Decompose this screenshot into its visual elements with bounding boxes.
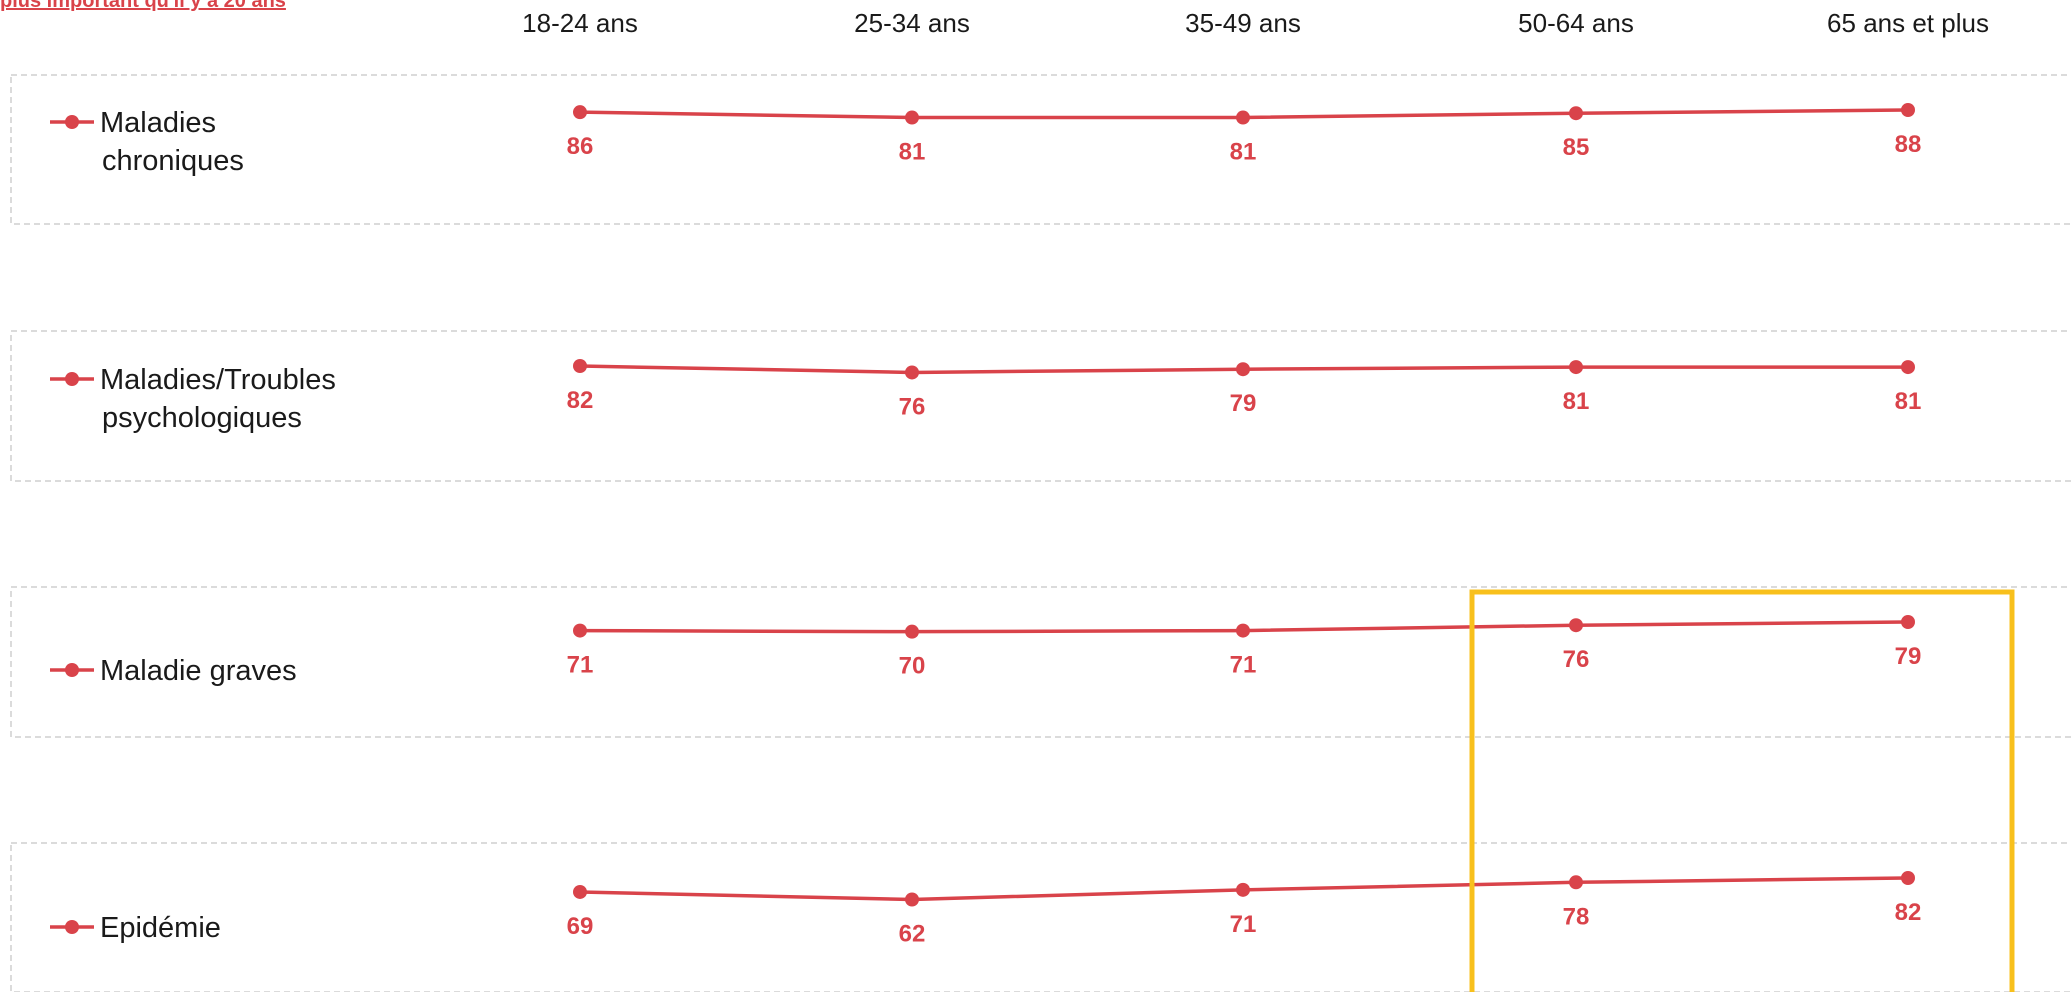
legend-label: Maladies <box>100 107 216 139</box>
legend-marker-icon <box>65 663 79 677</box>
data-label: 79 <box>1895 643 1922 670</box>
data-label: 81 <box>1895 388 1922 415</box>
header-link[interactable]: plus important qu'il y a 20 ans <box>0 0 286 12</box>
data-label: 81 <box>1563 388 1590 415</box>
data-label: 82 <box>1895 899 1922 926</box>
data-label: 78 <box>1563 903 1590 930</box>
category-label: 25-34 ans <box>854 8 970 38</box>
legend-label: Maladie graves <box>100 655 297 687</box>
data-label: 85 <box>1563 134 1590 161</box>
category-label: 50-64 ans <box>1518 8 1634 38</box>
data-point <box>573 359 587 373</box>
data-label: 71 <box>1230 911 1257 938</box>
legend-marker-icon <box>65 920 79 934</box>
data-point <box>1901 615 1915 629</box>
data-point <box>573 623 587 638</box>
data-point <box>1569 875 1583 890</box>
data-label: 69 <box>567 913 594 940</box>
data-label: 76 <box>1563 646 1590 673</box>
data-label: 86 <box>567 133 594 160</box>
highlight-box <box>1469 589 2015 992</box>
data-label: 70 <box>899 653 926 680</box>
data-point <box>905 365 919 380</box>
category-label: 35-49 ans <box>1185 8 1301 38</box>
legend-label: Epidémie <box>100 912 221 944</box>
legend-label: Maladies/Troubles <box>100 364 336 396</box>
data-label: 71 <box>1230 652 1257 679</box>
data-point <box>905 892 919 907</box>
data-point <box>1236 110 1250 125</box>
data-point <box>573 105 587 120</box>
data-point <box>1236 362 1250 377</box>
category-label: 65 ans et plus <box>1827 8 1989 38</box>
category-label: 18-24 ans <box>522 8 638 38</box>
data-point <box>1901 871 1915 885</box>
data-label: 81 <box>899 139 926 166</box>
panel-frame <box>10 842 2071 992</box>
legend-marker-icon <box>65 372 79 386</box>
data-label: 82 <box>567 387 594 414</box>
data-label: 79 <box>1230 390 1257 417</box>
legend-label: psychologiques <box>102 402 302 434</box>
data-point <box>1236 623 1250 638</box>
data-label: 88 <box>1895 131 1922 158</box>
data-label: 62 <box>899 921 926 948</box>
data-label: 71 <box>567 652 594 679</box>
data-point <box>905 110 919 125</box>
data-point <box>1236 882 1250 897</box>
panel-frame <box>10 74 2071 225</box>
data-point <box>1569 360 1583 375</box>
data-point <box>1569 106 1583 121</box>
data-label: 76 <box>899 393 926 420</box>
data-point <box>573 884 587 899</box>
data-point <box>1901 360 1915 375</box>
panel-frame <box>10 586 2071 738</box>
panel-frame <box>10 330 2071 482</box>
legend-marker-icon <box>65 115 79 129</box>
data-point <box>1901 103 1915 117</box>
legend-label: chroniques <box>102 145 244 177</box>
data-label: 81 <box>1230 139 1257 166</box>
data-point <box>1569 618 1583 633</box>
data-point <box>905 624 919 639</box>
